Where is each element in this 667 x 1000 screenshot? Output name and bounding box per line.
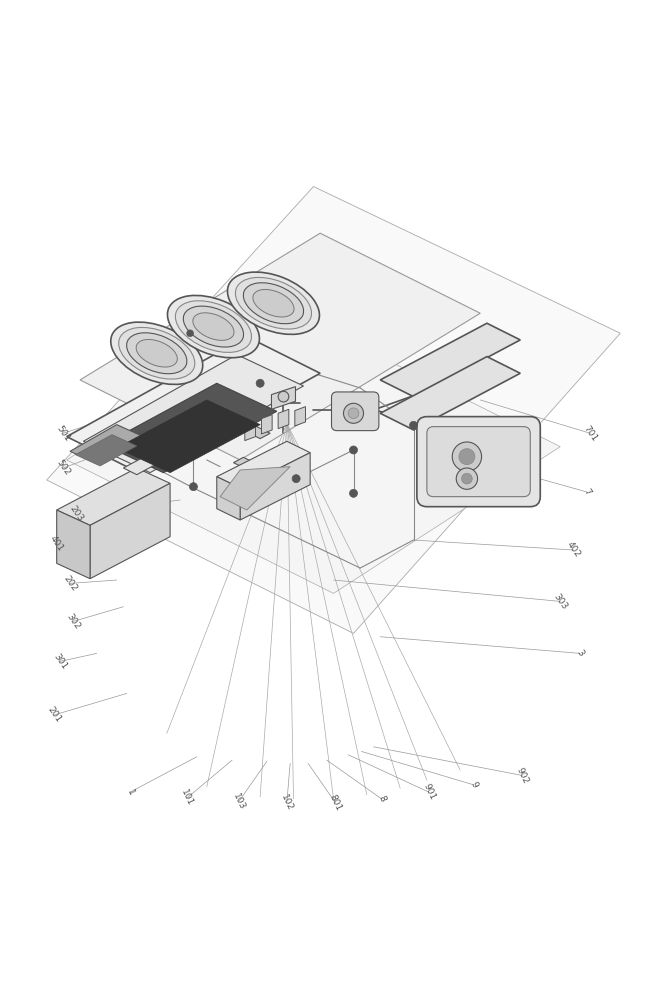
Text: 101: 101	[179, 788, 195, 808]
Ellipse shape	[175, 301, 251, 352]
FancyBboxPatch shape	[331, 392, 379, 431]
Polygon shape	[233, 457, 270, 476]
Ellipse shape	[253, 289, 294, 317]
Text: 203: 203	[68, 504, 85, 523]
Polygon shape	[271, 387, 295, 409]
Ellipse shape	[127, 333, 187, 374]
Polygon shape	[70, 425, 143, 463]
Polygon shape	[295, 407, 305, 426]
Polygon shape	[103, 383, 277, 473]
Circle shape	[462, 473, 472, 484]
Text: 303: 303	[552, 592, 569, 611]
Polygon shape	[67, 337, 320, 473]
Text: 3: 3	[575, 648, 586, 658]
Ellipse shape	[167, 295, 259, 358]
FancyBboxPatch shape	[427, 427, 530, 497]
Text: 103: 103	[231, 792, 247, 811]
Circle shape	[452, 442, 482, 471]
Circle shape	[223, 395, 231, 403]
Polygon shape	[261, 415, 272, 434]
Circle shape	[350, 446, 358, 454]
Circle shape	[456, 468, 478, 489]
Ellipse shape	[193, 313, 234, 340]
Polygon shape	[47, 187, 620, 633]
Circle shape	[344, 403, 364, 423]
Polygon shape	[117, 400, 260, 473]
Polygon shape	[380, 323, 520, 397]
Ellipse shape	[227, 272, 319, 334]
Text: 202: 202	[61, 574, 79, 593]
Ellipse shape	[243, 283, 303, 324]
Ellipse shape	[111, 322, 203, 384]
Circle shape	[256, 379, 264, 387]
Circle shape	[278, 391, 289, 402]
Circle shape	[292, 475, 300, 483]
Polygon shape	[380, 357, 520, 430]
Polygon shape	[220, 467, 290, 510]
Polygon shape	[240, 453, 310, 520]
Circle shape	[410, 421, 418, 429]
Polygon shape	[217, 477, 240, 520]
Polygon shape	[123, 445, 180, 475]
Text: 102: 102	[279, 793, 295, 812]
Polygon shape	[57, 468, 170, 525]
Polygon shape	[75, 435, 137, 466]
Text: 301: 301	[51, 652, 69, 671]
Polygon shape	[245, 421, 255, 441]
Polygon shape	[57, 510, 90, 579]
Ellipse shape	[235, 277, 311, 329]
FancyBboxPatch shape	[417, 417, 540, 507]
Circle shape	[187, 330, 193, 337]
Polygon shape	[80, 233, 480, 460]
Circle shape	[350, 489, 358, 497]
Text: 401: 401	[48, 534, 65, 553]
Text: 801: 801	[327, 793, 344, 813]
Text: 8: 8	[376, 794, 387, 803]
Ellipse shape	[119, 327, 195, 379]
Text: 201: 201	[46, 705, 63, 724]
Text: 701: 701	[582, 424, 599, 443]
Text: 901: 901	[421, 782, 437, 802]
Polygon shape	[217, 441, 310, 488]
Circle shape	[459, 449, 475, 465]
Polygon shape	[278, 409, 289, 429]
Text: 902: 902	[514, 766, 530, 785]
Text: 402: 402	[565, 540, 582, 560]
Text: 502: 502	[55, 458, 72, 478]
Polygon shape	[233, 420, 270, 439]
Text: 9: 9	[468, 780, 479, 789]
Text: 501: 501	[55, 424, 72, 443]
Ellipse shape	[183, 306, 243, 347]
Polygon shape	[90, 483, 170, 579]
Text: 1: 1	[125, 788, 135, 797]
Text: 7: 7	[582, 487, 592, 497]
Circle shape	[348, 408, 359, 419]
Text: 302: 302	[65, 612, 82, 631]
Ellipse shape	[136, 339, 177, 367]
Circle shape	[189, 483, 197, 491]
Polygon shape	[83, 355, 303, 473]
Polygon shape	[67, 313, 560, 593]
